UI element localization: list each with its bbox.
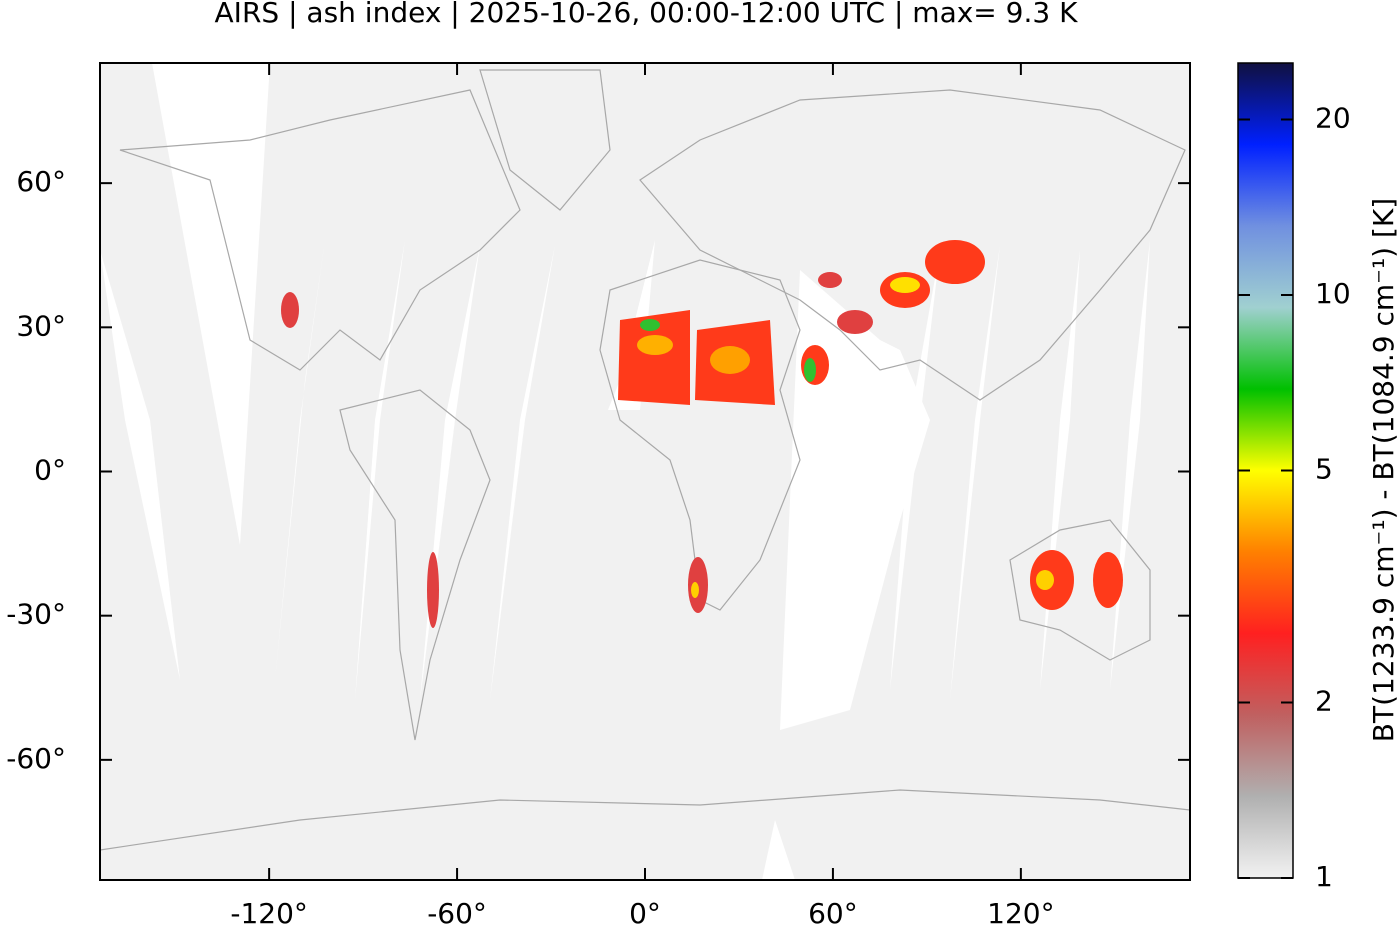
coastlines [100, 69, 1190, 851]
x-tick-label: 0° [629, 897, 661, 930]
y-tick-label: -60° [6, 742, 66, 775]
y-tick-label: 0° [34, 454, 66, 487]
colorbar-tick-label: 5 [1315, 453, 1333, 486]
x-tick-label: -60° [427, 897, 487, 930]
y-tick-label: 60° [16, 165, 66, 198]
map-area [100, 63, 1190, 880]
colorbar-tick-label: 2 [1315, 684, 1333, 717]
colorbar-tick-label: 1 [1315, 860, 1333, 893]
x-tick-label: 60° [808, 897, 858, 930]
y-tick-label: -30° [6, 598, 66, 631]
ash-signals [281, 240, 1123, 628]
colorbar-label: BT(1233.9 cm⁻¹) - BT(1084.9 cm⁻¹) [K] [1367, 198, 1400, 742]
map-background [100, 63, 1190, 880]
x-tick-label: 120° [987, 897, 1054, 930]
colorbar-tick-label: 20 [1315, 101, 1351, 134]
colorbar-tick-label: 10 [1315, 277, 1351, 310]
x-tick-label: -120° [230, 897, 308, 930]
chart-title: AIRS | ash index | 2025-10-26, 00:00-12:… [215, 0, 1079, 29]
y-tick-label: 30° [16, 309, 66, 342]
